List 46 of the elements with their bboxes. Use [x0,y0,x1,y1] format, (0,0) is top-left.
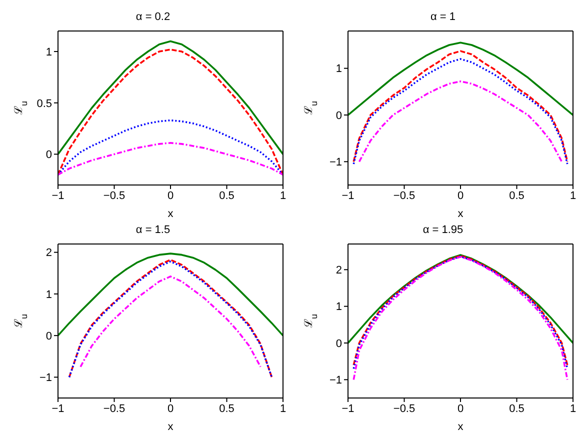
x-tick-label: 0.5 [219,402,234,415]
x-axis-title: x [458,208,464,220]
y-tick-label: 0 [336,110,342,122]
y-tick-label: 1 [336,63,342,76]
x-tick-label: 1 [570,402,576,415]
y-tick-label: 1 [46,288,52,301]
line-series [348,254,573,344]
line-series [80,276,262,368]
x-tick-label: 0.5 [219,190,234,202]
x-tick-label: 0 [167,190,174,202]
y-tick-label: −1 [329,374,342,387]
line-series [358,80,563,163]
x-axis-title: x [168,208,174,220]
x-tick-label: 0 [457,402,464,415]
y-tick-label: 0.5 [36,98,52,110]
x-tick-label: 0 [167,402,174,415]
x-axis-title: x [458,421,464,433]
chart-title: α = 1 [429,10,456,25]
x-tick-label: 0 [457,190,464,202]
line-series [58,252,283,336]
x-tick-label: −0.5 [103,190,126,202]
x-tick-label: 1 [280,402,286,415]
y-tick-label: −1 [39,372,52,384]
x-tick-label: 0.5 [509,190,524,202]
chart-title: α = 0.2 [134,10,172,25]
y-tick-label: 1 [46,46,52,58]
y-tick-label: −1 [329,156,342,169]
y-tick-label: 1 [336,301,342,314]
line-series [348,42,573,116]
y-tick-label: 0 [46,330,52,342]
x-tick-label: −0.5 [393,402,416,415]
x-tick-label: 1 [570,190,576,202]
chart-title: α = 1.95 [422,223,464,238]
y-tick-label: 0 [336,338,342,350]
x-tick-label: 0.5 [509,402,524,415]
y-tick-label: 2 [46,247,52,260]
x-tick-label: −0.5 [393,190,416,202]
x-axis-title: x [168,421,174,433]
x-tick-label: 1 [280,190,286,202]
line-series [58,48,283,176]
line-series [58,40,283,156]
line-series [58,142,283,176]
y-tick-label: 0 [46,149,52,162]
chart-title: α = 1.5 [134,223,172,238]
x-tick-label: −0.5 [103,402,126,415]
y-tick-label: 2 [336,264,342,277]
